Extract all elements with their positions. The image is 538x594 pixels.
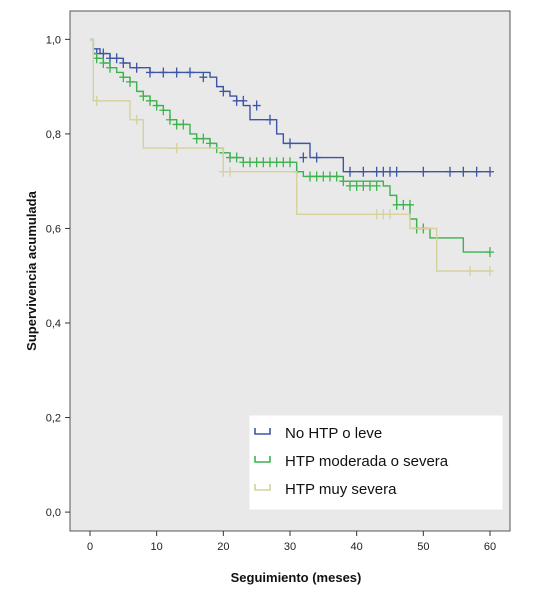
censor-mark	[206, 138, 214, 149]
censor-mark	[219, 86, 228, 97]
censor-mark	[406, 199, 414, 210]
y-tick-label: 1,0	[46, 34, 61, 46]
censor-mark	[99, 58, 108, 68]
censor-mark	[199, 133, 208, 144]
censor-mark	[466, 266, 474, 276]
legend-swatch	[254, 428, 271, 435]
y-tick-label: 0,4	[46, 318, 61, 330]
legend-swatch	[254, 456, 271, 463]
censor-mark	[179, 119, 188, 130]
censor-mark	[359, 180, 368, 191]
legend-box	[249, 415, 503, 510]
x-tick-label: 50	[417, 541, 429, 553]
y-tick-label: 0,6	[46, 223, 61, 235]
censor-mark	[486, 166, 494, 177]
x-tick-label: 0	[87, 541, 93, 553]
x-tick-label: 40	[351, 541, 363, 553]
censor-mark	[339, 176, 348, 187]
censor-mark	[359, 166, 368, 177]
legend-label: No HTP o leve	[285, 425, 382, 442]
censor-mark	[486, 266, 494, 276]
y-tick-label: 0,2	[46, 413, 61, 425]
censor-mark	[279, 157, 288, 168]
censor-mark	[219, 166, 228, 177]
censor-mark	[146, 95, 154, 106]
censor-mark	[126, 76, 134, 87]
censor-mark	[92, 95, 101, 106]
x-tick-label: 30	[284, 541, 296, 553]
censor-mark	[159, 105, 168, 116]
censor-mark	[239, 95, 248, 106]
censor-mark	[286, 138, 294, 149]
censor-mark	[386, 209, 394, 220]
censor-mark	[252, 100, 261, 111]
censor-mark	[392, 166, 401, 177]
x-tick-label: 20	[217, 541, 229, 553]
censor-mark	[372, 180, 381, 191]
censor-mark	[146, 67, 154, 78]
censor-mark	[332, 171, 341, 182]
axis-ticks: 0 10 20 30 40 50 60 0,0 0,2 0,4 0,6 0,8 1,0	[46, 34, 496, 553]
x-tick-label: 60	[484, 541, 496, 553]
censor-mark	[239, 157, 248, 168]
legend-label: HTP moderada o severa	[285, 453, 449, 470]
censor-mark	[132, 114, 141, 125]
censor-mark	[346, 166, 354, 177]
censor-mark	[172, 67, 181, 78]
censor-mark	[172, 143, 181, 154]
censor-mark	[199, 72, 208, 83]
x-tick-label: 10	[151, 541, 163, 553]
censor-mark	[472, 166, 481, 177]
y-tick-label: 0,8	[46, 129, 61, 141]
censor-mark	[459, 166, 468, 177]
censor-mark	[399, 199, 408, 210]
censor-mark	[266, 114, 274, 125]
censor-mark	[112, 53, 121, 64]
censor-mark	[446, 166, 454, 177]
censor-mark	[132, 62, 141, 73]
censor-mark	[119, 58, 128, 68]
legend-items: No HTP o leve HTP moderada o severa HTP mu…	[254, 425, 449, 498]
y-axis-title: Supervivencia acumulada	[24, 190, 39, 350]
series-line-2	[90, 38, 490, 272]
censor-mark	[419, 166, 428, 177]
x-axis-title: Seguimiento (meses)	[231, 570, 362, 585]
censor-mark	[186, 67, 194, 78]
censor-mark	[119, 72, 128, 83]
censor-mark	[319, 171, 328, 182]
censor-mark	[486, 247, 494, 258]
censor-mark	[226, 166, 234, 177]
censor-mark	[379, 166, 388, 177]
y-tick-label: 0,0	[46, 507, 61, 519]
legend-label: HTP muy severa	[285, 481, 397, 498]
censor-mark	[166, 114, 174, 125]
censor-mark	[259, 157, 268, 168]
legend-swatch	[254, 484, 271, 491]
censor-mark	[152, 100, 161, 111]
censor-mark	[106, 62, 114, 73]
censor-mark	[299, 152, 308, 163]
censor-mark	[232, 152, 241, 163]
series-layer	[90, 38, 494, 276]
censor-mark	[99, 48, 108, 59]
legend: No HTP o leve HTP moderada o severa HTP mu…	[249, 415, 503, 510]
censor-mark	[312, 152, 321, 163]
censor-mark	[139, 91, 148, 102]
censor-mark	[379, 209, 388, 220]
censor-mark	[159, 67, 168, 78]
censor-mark	[286, 157, 294, 168]
